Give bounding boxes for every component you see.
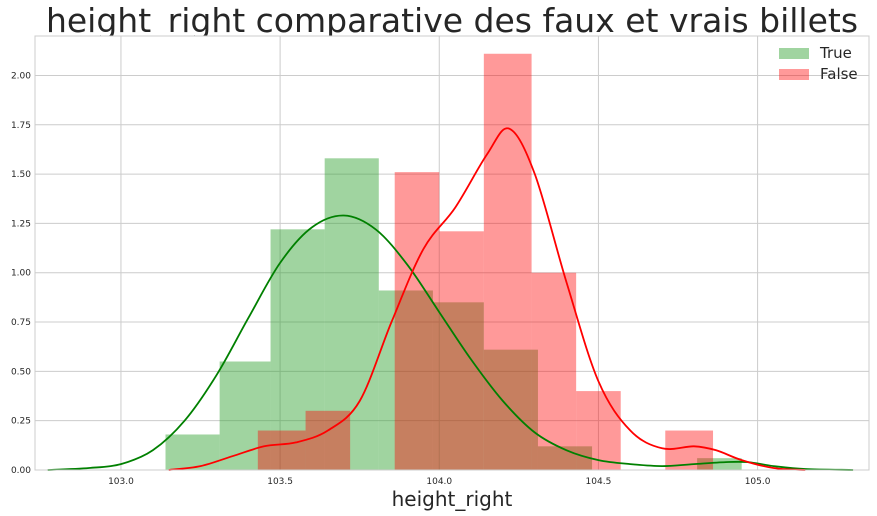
legend-label-true: True <box>819 44 852 62</box>
y-tick-label: 1.50 <box>11 170 31 180</box>
x-tick-label: 103.0 <box>108 477 134 487</box>
plot-area <box>35 36 869 470</box>
histogram-bar <box>537 446 593 470</box>
kde-curve-false <box>168 127 806 471</box>
histogram-bar <box>324 158 379 471</box>
x-axis-label: height_right <box>392 487 513 511</box>
y-tick-label: 1.25 <box>11 219 31 229</box>
histogram-bar <box>483 53 532 470</box>
x-tick-labels: 103.0 103.5 104.0 104.5 105.0 <box>108 477 771 487</box>
legend: True False <box>779 44 858 83</box>
histogram-bar <box>531 272 577 470</box>
legend-label-false: False <box>820 65 858 83</box>
chart-title: height_right comparative des faux et vra… <box>46 1 858 40</box>
histogram-bar <box>439 231 484 470</box>
histogram-bar <box>394 172 440 471</box>
y-tick-label: 0.25 <box>11 417 31 427</box>
kde-curve-true <box>47 214 854 471</box>
histogram-bar <box>432 302 484 470</box>
histogram-bar <box>378 290 433 470</box>
legend-swatch-true <box>779 48 809 59</box>
legend-swatch-false <box>779 69 809 80</box>
y-tick-labels: 0.00 0.25 0.50 0.75 1.00 1.25 1.50 1.75 2.00 <box>11 71 31 476</box>
histogram-bar <box>270 229 325 470</box>
x-tick-label: 103.5 <box>267 477 293 487</box>
bars-false <box>257 53 714 471</box>
plot-frame <box>34 35 870 471</box>
y-tick-label: 0.50 <box>11 367 31 377</box>
x-tick-label: 105.0 <box>745 477 771 487</box>
histogram-bar <box>165 434 220 470</box>
y-tick-label: 2.00 <box>11 71 31 81</box>
axes <box>34 35 870 471</box>
x-tick-label: 104.0 <box>426 477 452 487</box>
y-tick-label: 1.75 <box>11 121 31 131</box>
y-tick-label: 0.75 <box>11 318 31 328</box>
gridlines <box>35 36 869 471</box>
histogram-bar <box>257 430 306 470</box>
histogram-bar <box>576 391 621 470</box>
histogram-bars <box>165 53 742 471</box>
y-tick-label: 1.00 <box>11 269 31 279</box>
histogram-bar <box>697 458 742 470</box>
y-tick-label: 0.00 <box>11 466 31 476</box>
kde-curves <box>47 127 854 471</box>
x-tick-label: 104.5 <box>586 477 612 487</box>
